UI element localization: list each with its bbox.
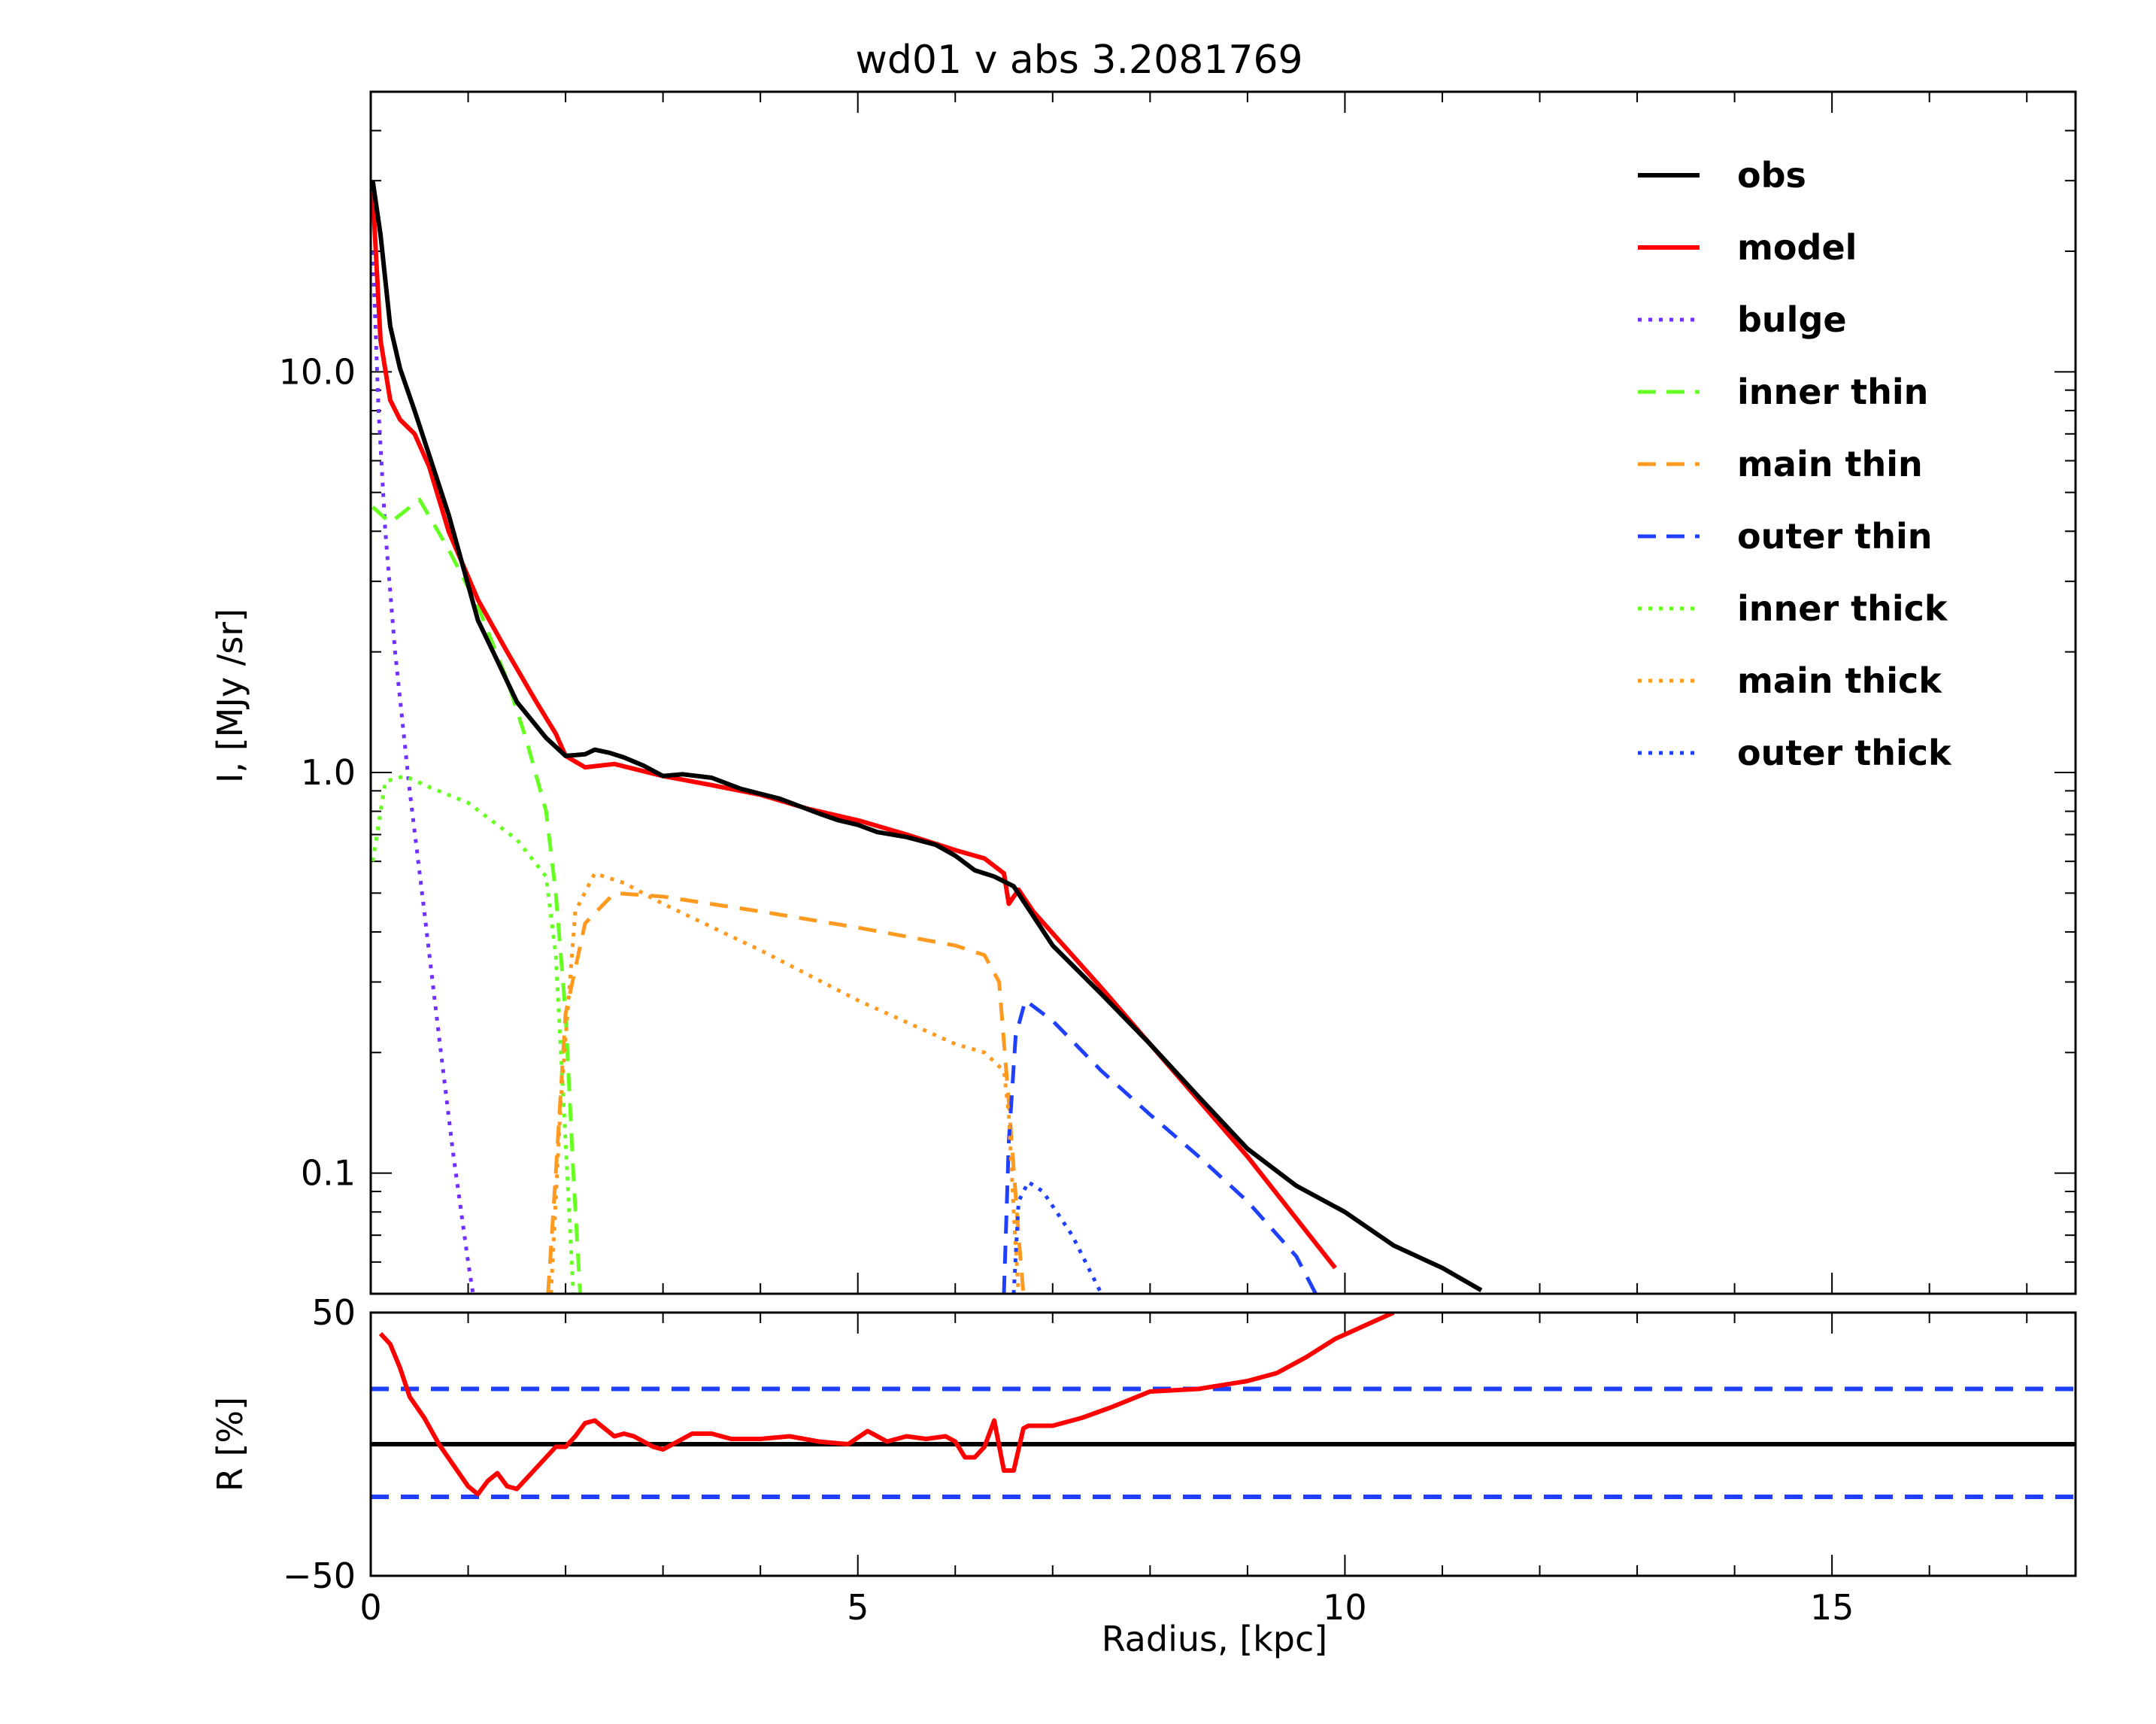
main-y-tick-label: 10.0	[279, 351, 356, 392]
x-tick-label: 5	[847, 1587, 869, 1628]
series-model	[371, 192, 1337, 1270]
legend-label-inner-thick: inner thick	[1737, 588, 1948, 629]
series-outer-thick	[1011, 1180, 1103, 1294]
legend-label-bulge: bulge	[1737, 299, 1847, 340]
main-series	[371, 180, 1483, 1294]
legend-label-outer-thick: outer thick	[1737, 733, 1952, 773]
residual-series	[378, 1313, 1395, 1497]
legend-label-outer-thin: outer thin	[1737, 516, 1933, 557]
legend-label-main-thin: main thin	[1737, 444, 1923, 484]
residual-y-axis-title: R [%]	[210, 1397, 250, 1492]
residual-plot-frame	[369, 1311, 2077, 1577]
chart-title: wd01 v abs 3.2081769	[855, 38, 1302, 83]
main-tick-labels: 0.1 1.0 10.0	[279, 351, 356, 1193]
residual-panel: 0 5 10 15 50 −50 R [%] Radius, [kpc]	[210, 1292, 2077, 1659]
x-axis-title: Radius, [kpc]	[1102, 1619, 1328, 1659]
residual-ticks	[370, 1313, 2028, 1576]
legend: obs model bulge inner thin main thin outer th…	[1638, 155, 1952, 773]
series-bulge	[371, 250, 475, 1294]
main-y-tick-label: 1.0	[301, 752, 356, 793]
series-outer-thin	[1002, 998, 1318, 1294]
series-inner-thick	[371, 774, 575, 1294]
x-tick-label: 15	[1810, 1587, 1854, 1628]
legend-label-inner-thin: inner thin	[1737, 372, 1928, 412]
residual-reference-lines	[371, 1386, 2076, 1499]
main-plot-frame	[369, 90, 2077, 1295]
series-obs	[371, 180, 1483, 1293]
residual-tick-labels: 0 5 10 15 50 −50	[283, 1292, 1854, 1628]
legend-label-obs: obs	[1737, 155, 1806, 196]
x-tick-label: 0	[359, 1587, 381, 1628]
residual-curve	[378, 1313, 1395, 1497]
main-panel: 0.1 1.0 10.0 I, [MJy /sr]	[210, 90, 2077, 1295]
main-y-tick-label: 0.1	[301, 1153, 356, 1194]
legend-label-main-thick: main thick	[1737, 660, 1942, 701]
residual-y-tick-label: 50	[311, 1292, 356, 1333]
series-main-thick	[549, 871, 1020, 1294]
series-main-thin	[546, 891, 1026, 1294]
residual-y-tick-label: −50	[283, 1556, 356, 1596]
legend-label-model: model	[1737, 227, 1857, 268]
y-axis-title: I, [MJy /sr]	[210, 609, 250, 783]
x-tick-label: 10	[1323, 1587, 1367, 1628]
